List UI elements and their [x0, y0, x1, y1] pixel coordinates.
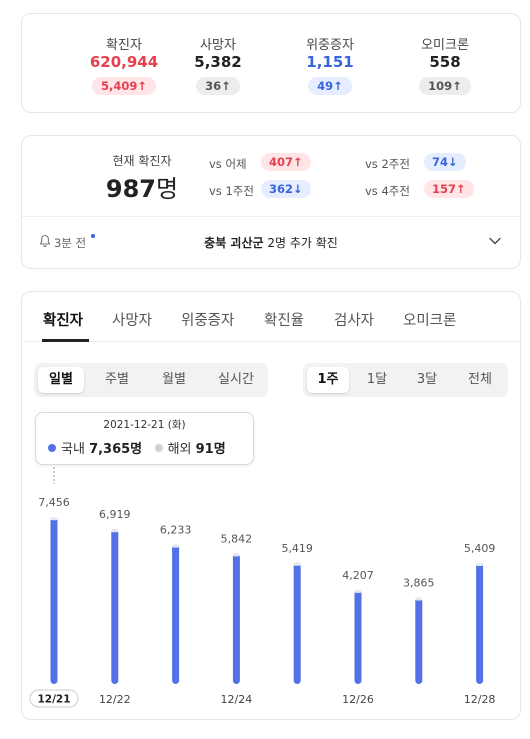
stat-label: 위중증자 [306, 38, 354, 53]
arrow-up-icon: ↑ [456, 182, 466, 196]
selected-date-pill [29, 689, 79, 708]
period-selector: 일별 주별 월별 실시간 [34, 363, 268, 397]
current-cases-card: 현재 확진자 987명 vs 어제 407↑ vs 2주전 74↓ vs 1주전… [21, 135, 521, 269]
compare-label: vs 어제 [209, 157, 247, 171]
x-tick-label: 12/26 [342, 693, 374, 706]
stat-delta-badge: 36↑ [196, 77, 240, 95]
alert-message[interactable]: 충북 괴산군 2명 추가 확진 [204, 236, 338, 250]
overseas-dot-icon [154, 444, 163, 452]
arrow-down-icon: ↓ [293, 182, 303, 196]
arrow-down-icon: ↓ [448, 155, 458, 169]
stat-delta-badge: 5,409↑ [91, 77, 157, 95]
range-1m[interactable]: 1달 [366, 372, 388, 387]
stat-delta-badge: 49↑ [308, 77, 352, 95]
arrow-up-icon: ↑ [137, 79, 148, 93]
bar-cap [293, 562, 301, 566]
bar-12-27[interactable] [415, 597, 423, 684]
summary-card: 확진자 620,944 5,409↑ 사망자 5,382 36↑ 위중증자 1,… [21, 13, 521, 113]
period-daily[interactable]: 일별 [38, 367, 84, 393]
tab-deaths[interactable]: 사망자 [112, 313, 153, 329]
bar-cap [232, 553, 240, 557]
range-all[interactable]: 전체 [468, 372, 492, 387]
stat-value: 5,382 [194, 53, 242, 71]
bar-12-23[interactable] [172, 544, 180, 684]
current-count: 987명 [105, 175, 179, 203]
bar-value-label: 6,919 [99, 508, 131, 521]
bar-value-label: 5,842 [221, 532, 253, 545]
chevron-down-icon[interactable] [488, 234, 502, 248]
alert-time: 3분 전 [54, 236, 87, 250]
bar-value-label: 3,865 [403, 577, 435, 590]
bell-icon [39, 234, 51, 248]
bar-cap [50, 517, 58, 521]
arrow-up-icon: ↑ [333, 79, 343, 93]
period-weekly[interactable]: 주별 [105, 372, 129, 387]
tab-critical[interactable]: 위중증자 [181, 313, 235, 329]
bar-12-22[interactable] [111, 529, 119, 684]
bar-cap [476, 563, 484, 567]
x-tick-label: 12/21 [37, 694, 70, 706]
active-tab-indicator [42, 339, 89, 342]
period-realtime[interactable]: 실시간 [218, 372, 254, 387]
bar-cap [354, 589, 362, 593]
bar-cap [415, 597, 423, 601]
daily-cases-bar-chart: 7,456 12/21 6,919 12/22 6,233 5,842 12/24 5,419… [29, 455, 496, 708]
tooltip-values: 국내 7,365명 해외 91명 [48, 438, 226, 457]
stat-label: 사망자 [200, 38, 236, 53]
arrow-up-icon: ↑ [221, 79, 231, 93]
chart-tooltip: 2021-12-21 (화) 국내 7,365명 해외 91명 [35, 412, 254, 465]
bar-value-label: 6,233 [160, 524, 192, 537]
compare-badge: 362↓ [261, 180, 311, 198]
tab-positive-rate[interactable]: 확진율 [264, 313, 305, 329]
tooltip-date: 2021-12-21 (화) [103, 419, 186, 431]
tab-omicron[interactable]: 오미크론 [403, 313, 457, 329]
bar-value-label: 5,409 [464, 542, 496, 555]
stat-value: 1,151 [306, 53, 354, 71]
bar-cap [111, 529, 119, 533]
bar-value-label: 4,207 [342, 569, 374, 582]
divider [22, 216, 520, 217]
metric-tabs: 확진자 사망자 위중증자 확진율 검사자 오미크론 [22, 292, 520, 342]
arrow-up-icon: ↑ [293, 155, 303, 169]
bar-12-26[interactable] [354, 589, 362, 684]
bar-12-21[interactable] [50, 517, 58, 684]
chart-card: 확진자 사망자 위중증자 확진율 검사자 오미크론 일별 주별 월별 실시간 1… [21, 291, 521, 720]
compare-label: vs 1주전 [209, 184, 254, 198]
stat-label: 확진자 [106, 38, 142, 53]
stat-value: 620,944 [89, 53, 159, 71]
bar-cap [172, 544, 180, 548]
bar-value-label: 5,419 [281, 542, 313, 555]
stat-delta-badge: 109↑ [419, 77, 471, 95]
domestic-dot-icon [48, 444, 56, 452]
range-1w[interactable]: 1주 [307, 367, 349, 393]
bar-12-25[interactable] [293, 562, 301, 684]
compare-label: vs 4주전 [365, 184, 410, 198]
compare-label: vs 2주전 [365, 157, 410, 171]
arrow-up-icon: ↑ [452, 79, 462, 93]
stat-value: 558 [429, 53, 461, 71]
current-label: 현재 확진자 [112, 154, 172, 168]
range-selector: 1주 1달 3달 전체 [303, 363, 508, 397]
period-monthly[interactable]: 월별 [162, 372, 186, 387]
bar-12-28[interactable] [476, 563, 484, 684]
compare-badge: 157↑ [424, 180, 474, 198]
range-3m[interactable]: 3달 [416, 372, 438, 387]
bar-12-24[interactable] [232, 553, 240, 684]
compare-badge: 74↓ [424, 153, 466, 171]
stat-label: 오미크론 [421, 38, 469, 53]
x-tick-label: 12/24 [221, 693, 253, 706]
new-indicator-dot [91, 234, 95, 238]
bar-value-label: 7,456 [38, 496, 70, 509]
x-tick-label: 12/22 [99, 693, 131, 706]
x-tick-label: 12/28 [464, 693, 496, 706]
compare-badge: 407↑ [261, 153, 311, 171]
tab-confirmed[interactable]: 확진자 [43, 313, 84, 329]
tab-tested[interactable]: 검사자 [334, 313, 375, 329]
